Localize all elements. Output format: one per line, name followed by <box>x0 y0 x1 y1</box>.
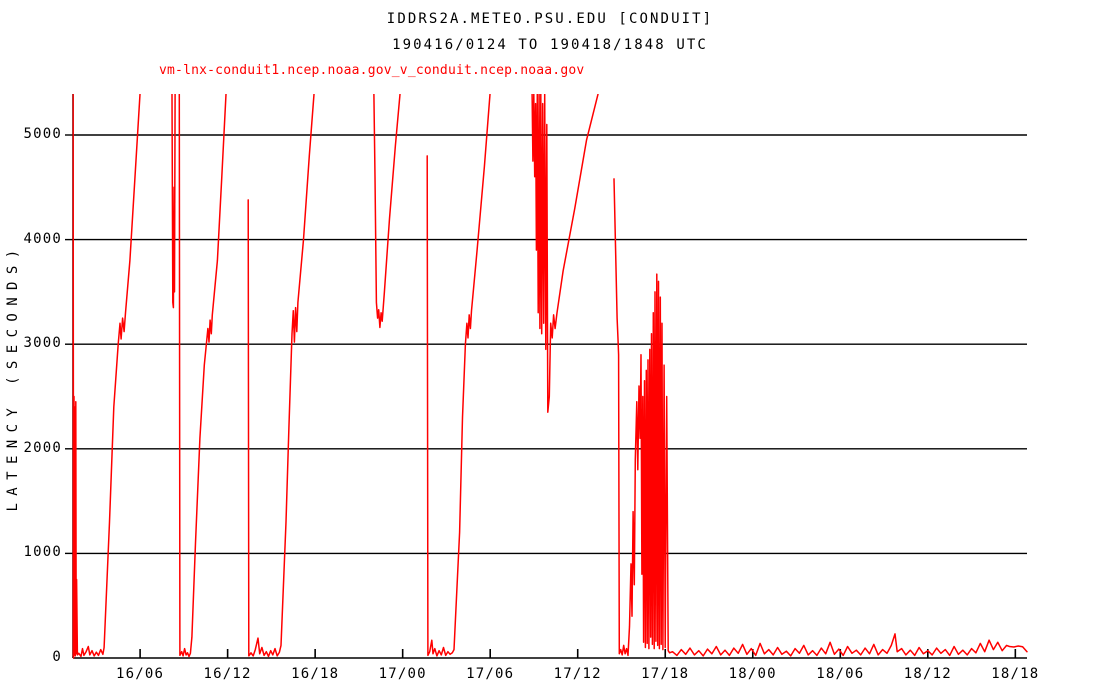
x-tick-label: 18/18 <box>991 666 1040 682</box>
x-tick-label: 18/12 <box>903 666 952 682</box>
y-tick-label: 1000 <box>23 544 62 561</box>
latency-trace <box>531 94 599 413</box>
x-tick-label: 18/06 <box>816 666 865 682</box>
chart-subtitle: 190416/0124 TO 190418/1848 UTC <box>392 37 708 53</box>
legend-series-label: vm-lnx-conduit1.ncep.noaa.gov_v_conduit.… <box>159 63 585 78</box>
latency-trace <box>426 94 491 657</box>
chart-title: IDDRS2A.METEO.PSU.EDU [CONDUIT] <box>386 11 714 27</box>
x-tick-label: 17/12 <box>553 666 602 682</box>
y-tick-label: 3000 <box>23 335 62 352</box>
latency-trace <box>178 94 227 658</box>
x-tick-label: 18/00 <box>728 666 777 682</box>
y-tick-label: 0 <box>52 649 62 665</box>
latency-trace <box>613 178 1028 657</box>
latency-trace <box>72 94 141 659</box>
x-tick-label: 17/06 <box>466 666 515 682</box>
x-tick-label: 17/18 <box>641 666 690 682</box>
latency-trace <box>247 94 315 658</box>
latency-trace <box>171 94 176 309</box>
y-tick-label: 5000 <box>23 126 62 142</box>
y-tick-label: 4000 <box>23 230 62 247</box>
x-tick-label: 16/12 <box>203 666 252 682</box>
y-tick-label: 2000 <box>23 439 62 456</box>
x-tick-label: 16/06 <box>116 666 165 682</box>
x-tick-label: 17/00 <box>378 666 427 682</box>
x-tick-label: 16/18 <box>291 666 340 682</box>
latency-trace <box>373 94 401 329</box>
